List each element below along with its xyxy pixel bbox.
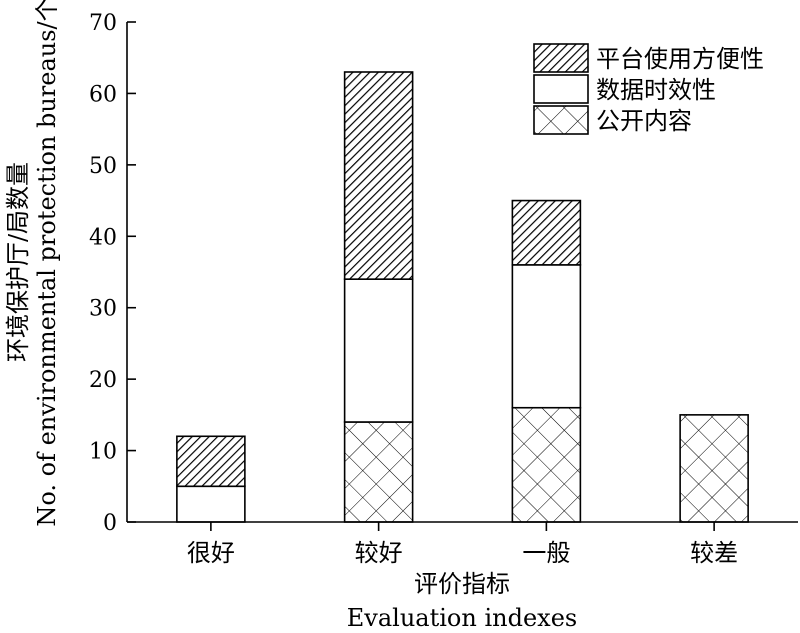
x-axis-title-en: Evaluation indexes xyxy=(347,604,577,632)
legend-swatch xyxy=(533,105,589,135)
bar-segment xyxy=(679,414,749,523)
y-tick-label: 40 xyxy=(89,225,117,250)
legend-swatch xyxy=(533,74,589,104)
axes-layer xyxy=(126,22,798,523)
bar-segment xyxy=(176,435,246,488)
bar-segment xyxy=(511,199,582,266)
y-tick-label: 20 xyxy=(89,368,117,393)
y-axis-title-cn: 环境保护厅/局数量 xyxy=(4,162,32,362)
bar-segment xyxy=(343,278,414,423)
y-tick-label: 50 xyxy=(89,154,117,179)
bar-segment xyxy=(511,406,582,523)
legend-swatch xyxy=(533,43,589,73)
y-tick-label: 30 xyxy=(89,297,117,322)
x-category-label: 很好 xyxy=(187,539,235,567)
y-tick-label: 60 xyxy=(89,82,117,107)
x-category-label: 较好 xyxy=(355,539,403,567)
bar-segment xyxy=(343,421,414,523)
bar-segment xyxy=(343,71,414,280)
y-ticks-layer: 0 10 20 30 40 50 60 70 xyxy=(89,11,136,536)
y-tick-label: 10 xyxy=(89,440,117,465)
legend-label: 数据时效性 xyxy=(596,76,716,104)
legend-label: 公开内容 xyxy=(596,107,692,135)
x-categories-layer: 很好 较好 一般 较差 xyxy=(187,522,738,567)
bar-segment xyxy=(176,485,246,523)
x-category-label: 较差 xyxy=(690,539,738,567)
bar-segment xyxy=(511,264,582,409)
legend-label: 平台使用方便性 xyxy=(596,45,764,73)
y-tick-label: 70 xyxy=(89,11,117,36)
x-axis-title-cn: 评价指标 xyxy=(414,570,510,598)
bars-layer xyxy=(176,71,749,523)
y-tick-label: 0 xyxy=(103,511,117,536)
y-axis-title-en: No. of environmental protection bureaus/… xyxy=(33,0,61,527)
x-category-label: 一般 xyxy=(522,539,570,567)
